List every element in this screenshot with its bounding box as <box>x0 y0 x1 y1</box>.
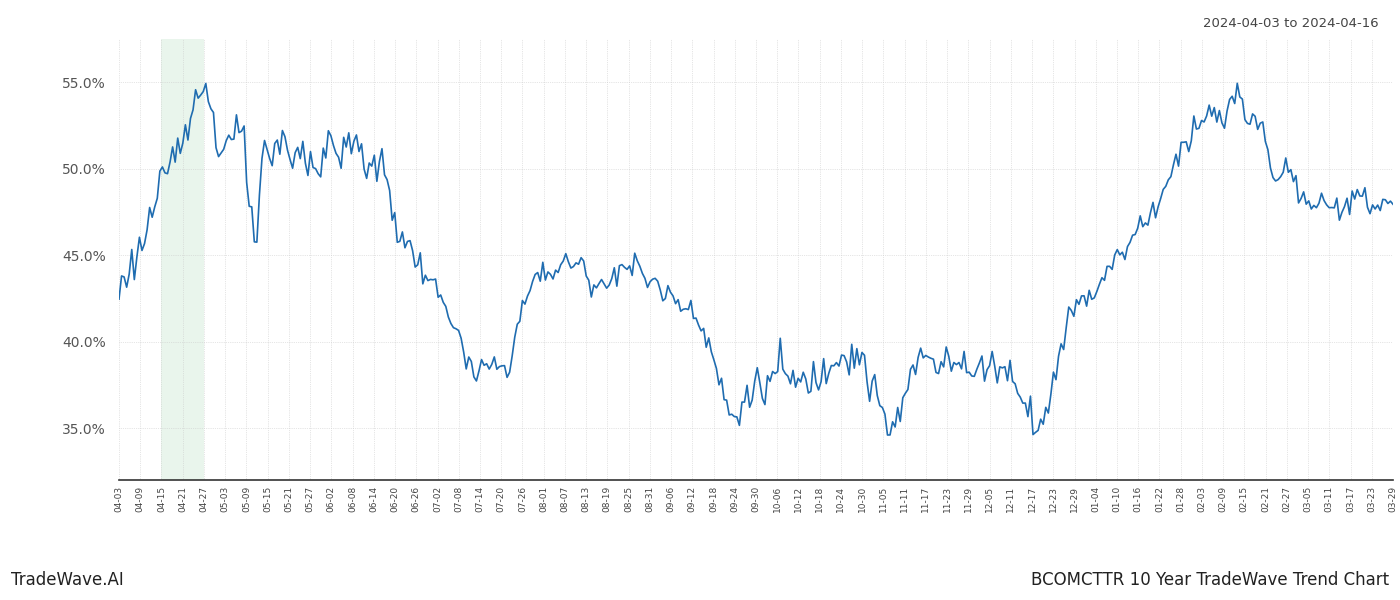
Text: TradeWave.AI: TradeWave.AI <box>11 571 125 589</box>
Text: BCOMCTTR 10 Year TradeWave Trend Chart: BCOMCTTR 10 Year TradeWave Trend Chart <box>1030 571 1389 589</box>
Bar <box>161 39 204 480</box>
Text: 2024-04-03 to 2024-04-16: 2024-04-03 to 2024-04-16 <box>1204 17 1379 30</box>
